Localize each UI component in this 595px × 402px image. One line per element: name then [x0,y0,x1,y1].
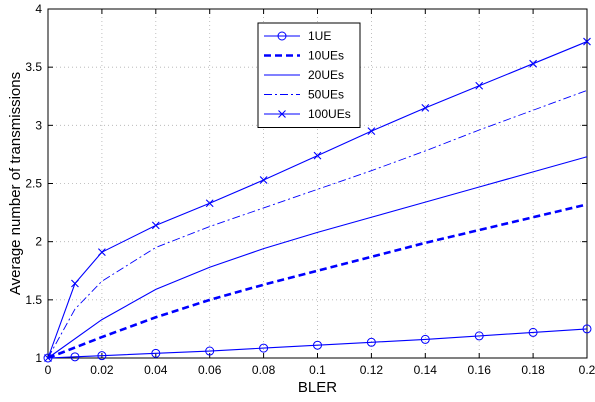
circle-marker [277,31,287,41]
x-marker-stroke [475,81,484,90]
legend: 1UE 10UEs 20UEs 50UEs 100UEs [257,22,361,128]
legend-label: 10UEs [308,49,344,63]
x-marker-stroke [583,37,591,46]
y-axis-label: Average number of transmissions [7,72,24,295]
x-marker-stroke [278,110,286,118]
legend-label: 50UEs [308,88,344,102]
legend-entry: 1UE [264,29,331,43]
x-marker [44,354,52,362]
x-marker [583,37,591,46]
series-line [47,156,588,359]
x-tick-label: 0.02 [90,363,114,377]
circle-marker [582,324,592,334]
x-marker-stroke [259,176,268,184]
circle-marker [205,346,215,356]
circle-marker [70,352,80,362]
legend-label: 1UE [308,29,331,43]
x-marker-stroke [44,354,52,362]
x-marker [151,221,160,230]
axis-ticks: 0 0.02 0.04 0.06 0.08 0.1 0.12 0.14 0.16 0.18 0.2 1… [25,2,595,377]
x-marker [259,176,268,184]
x-tick-label: 0.06 [198,363,222,377]
x-marker-stroke [71,279,79,288]
circle-marker [97,351,107,361]
circle-marker [366,337,376,347]
x-marker-stroke [205,199,214,208]
y-tick-label: 4 [35,2,42,16]
legend-label: 20UEs [308,68,344,82]
x-marker-stroke [367,127,376,136]
x-marker-stroke [421,103,430,112]
legend-entry: 50UEs [264,88,344,102]
circle-marker [259,343,269,353]
legend-entry: 10UEs [264,49,344,63]
x-marker [71,279,79,288]
legend-entry: 100UEs [264,107,351,121]
y-tick-label: 1 [35,351,42,365]
x-marker [98,248,106,257]
series-1UE [43,324,592,363]
x-marker [529,59,537,68]
legend-entry: 20UEs [264,68,344,82]
y-tick-label: 1.5 [25,293,42,307]
x-tick-label: 0.12 [360,363,384,377]
x-tick-label: 0.16 [468,363,492,377]
x-tick-label: 0.04 [144,363,168,377]
x-marker [278,110,286,118]
x-tick-label: 0.14 [414,363,438,377]
x-tick-label: 0.1 [309,363,326,377]
series-lines [43,37,592,363]
circle-marker [420,334,430,344]
y-tick-label: 3.5 [25,60,42,74]
x-marker-stroke [151,221,160,230]
y-tick-label: 2 [35,235,42,249]
x-marker [421,103,430,112]
series-100UEs [44,37,591,362]
circle-marker [43,353,53,363]
x-marker-stroke [313,151,322,160]
x-tick-label: 0.2 [579,363,595,377]
x-marker [367,127,376,136]
x-marker-stroke [529,59,537,68]
legend-label: 100UEs [308,107,351,121]
x-tick-label: 0.08 [252,363,276,377]
x-tick-label: 0.18 [521,363,545,377]
x-tick-label: 0 [45,363,52,377]
y-tick-label: 3 [35,118,42,132]
x-axis-label: BLER [298,379,337,396]
circle-marker [528,327,538,337]
x-marker-stroke [98,248,106,257]
series-line [47,41,588,359]
circle-marker [151,348,161,358]
x-marker [313,151,322,160]
circle-marker [474,331,484,341]
series-10UEs [47,203,588,360]
series-line [47,203,588,360]
y-tick-label: 2.5 [25,177,42,191]
x-marker [475,81,484,90]
x-marker [205,199,214,208]
series-20UEs [47,156,588,359]
circle-marker [313,340,322,350]
